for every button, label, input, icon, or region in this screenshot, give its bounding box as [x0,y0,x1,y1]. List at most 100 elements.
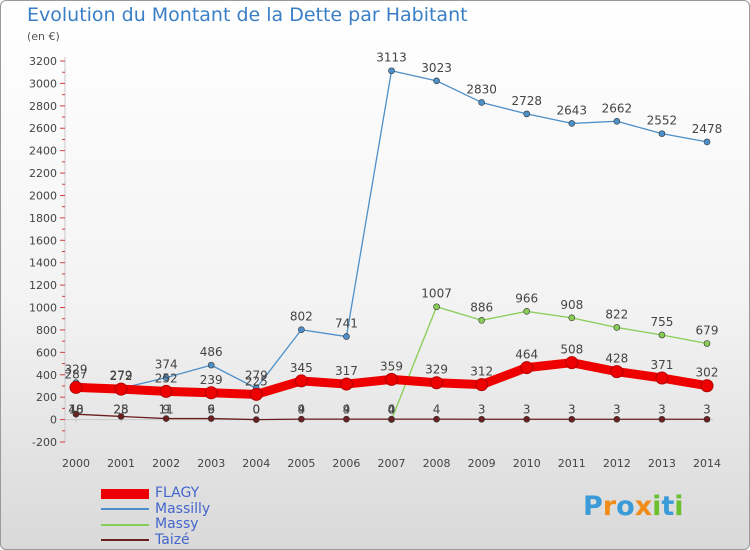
data-label: 2728 [511,94,542,108]
data-point-massilly [478,99,485,106]
data-label: 9 [298,403,306,417]
data-point-taiz- [568,415,576,423]
chart-unit-label: (en €) [27,30,60,43]
data-point-taiz- [207,415,215,422]
legend-swatch [101,488,149,499]
data-point-massilly [343,333,350,340]
data-label: 3 [478,403,486,417]
legend-swatch [101,508,149,511]
data-point-flagy [385,372,398,386]
data-point-massilly [207,361,215,369]
data-label: 25 [113,403,128,417]
x-tick-label: 2010 [513,457,541,470]
data-label: 802 [290,310,313,324]
data-point-taiz- [298,415,305,423]
data-label: 9 [162,403,170,417]
data-label: 908 [560,298,583,312]
data-label: 345 [290,361,313,375]
chart-legend: FLAGY Massilly Massy Taizé [101,485,210,549]
y-tick-label: 600 [36,346,57,359]
y-tick-label: 3000 [29,77,57,90]
data-label: 0 [388,403,396,417]
data-label: 822 [605,307,628,321]
x-tick-label: 2002 [152,457,180,470]
data-point-massilly [703,138,711,146]
data-point-massilly [523,110,531,118]
data-label: 2552 [647,114,678,128]
data-label: 0 [252,403,260,417]
data-point-taiz- [252,416,260,423]
data-label: 10 [68,403,83,417]
data-label: 6 [207,403,215,417]
y-tick-label: 1400 [29,257,57,270]
data-point-flagy [655,371,669,385]
data-point-massy [613,324,621,331]
data-label: 359 [380,359,403,373]
data-label: 1007 [421,287,452,301]
data-label: 317 [335,364,358,378]
data-point-massilly [162,374,170,381]
x-tick-label: 2008 [423,457,451,470]
legend-item: FLAGY [101,485,210,502]
data-point-massy [478,317,485,324]
data-label: 279 [110,368,133,382]
data-label: 4 [343,403,351,417]
y-tick-label: 1000 [29,302,57,315]
data-label: 9 [343,403,351,417]
logo-letter: t [661,491,675,522]
legend-item: Taizé [101,532,210,549]
legend-label: Massy [155,516,199,532]
data-point-taiz- [613,415,621,423]
data-point-flagy [700,379,714,393]
data-label: 329 [425,363,448,377]
data-label: 755 [650,315,673,329]
data-point-massilly [613,117,621,125]
data-label: 225 [245,374,268,388]
data-point-taiz- [478,415,485,423]
x-tick-label: 2007 [378,457,406,470]
data-point-massy [433,303,440,311]
data-label: 302 [696,366,719,380]
y-tick-label: 2000 [29,189,57,202]
data-point-flagy [159,384,173,398]
y-tick-label: 800 [36,324,57,337]
y-tick-label: 2800 [29,100,57,113]
data-point-flagy [114,382,128,396]
data-point-taiz- [523,415,531,423]
data-label: 428 [605,352,628,366]
data-label: 464 [515,348,538,362]
data-label: 0 [388,403,396,417]
data-label: 4 [433,403,441,417]
data-point-flagy [475,378,489,392]
data-label: 252 [155,371,178,385]
data-label: 287 [65,367,88,381]
x-tick-label: 2001 [107,457,135,470]
logo-letter: i [674,491,684,522]
y-tick-label: 2200 [29,167,57,180]
y-tick-label: 1200 [29,279,57,292]
data-point-flagy [249,387,263,401]
data-point-flagy [339,377,353,391]
logo-letter: o [616,491,635,522]
data-point-flagy [565,356,579,370]
data-point-taiz- [343,415,350,423]
data-point-massy [658,331,666,339]
data-label: 11 [159,403,174,417]
data-label: 329 [65,363,88,377]
data-point-taiz- [162,415,170,422]
x-tick-label: 2011 [558,457,586,470]
data-point-taiz- [658,415,666,423]
data-point-taiz- [703,415,711,423]
data-label: 279 [245,368,268,382]
logo-letter: r [602,491,617,522]
data-point-massy [568,314,576,322]
data-point-flagy [69,380,83,394]
logo-letter: P [583,491,603,522]
y-tick-label: 2400 [29,145,57,158]
data-label: 3 [613,403,621,417]
data-point-flagy [430,376,444,390]
series-line-massilly [75,70,708,389]
data-label: 2478 [692,122,723,136]
data-label: 2830 [466,82,497,96]
